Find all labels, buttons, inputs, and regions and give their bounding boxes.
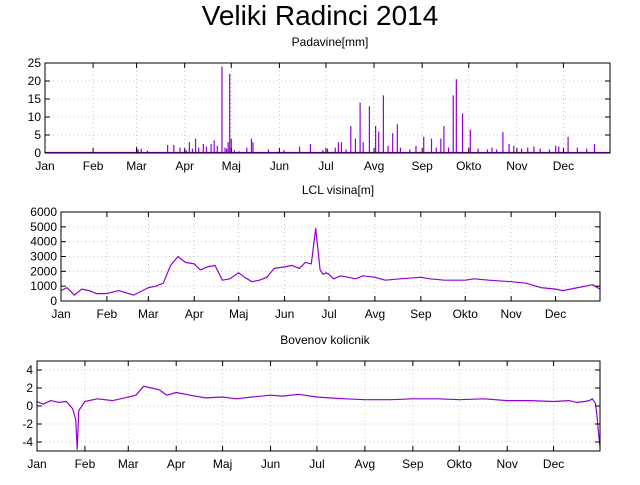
x-tick-label: Jan [51,307,70,321]
x-tick-label: Feb [83,159,104,173]
x-tick-label: Maj [222,159,241,173]
x-tick-label: Nov [500,307,521,321]
x-tick-label: Mar [118,457,139,471]
x-tick-label: Jan [27,457,46,471]
x-tick-label: Jun [275,307,294,321]
x-tick-label: Sep [402,457,424,471]
x-tick-label: Avg [364,159,384,173]
panel-title-precipitation: Padavine[mm] [292,35,369,49]
y-tick-label: -4 [22,435,33,449]
panel-bowen-ratio: Bovenov kolicnik -4 -2 0 2 4 Jan Feb Mar Apr Maj J… [22,333,601,471]
main-title: Veliki Radinci 2014 [202,0,439,31]
x-tick-label: Nov [506,159,527,173]
grid-precipitation [45,63,610,153]
x-tick-label: Feb [75,457,96,471]
x-tick-label: Nov [497,457,518,471]
panel-precipitation: Padavine[mm] 0 5 10 15 20 25 Jan Feb Mar Apr Maj Ju… [28,35,611,173]
x-tick-label: Jul [321,307,336,321]
x-tick-label: Dec [545,307,566,321]
x-tick-label: Maj [229,307,248,321]
y-tick-label: 5 [34,128,41,142]
line-lcl-height [60,227,601,296]
panel-title-lcl-height: LCL visina[m] [302,183,374,197]
y-tick-label: 20 [28,74,42,88]
x-tick-label: Feb [97,307,118,321]
bars-precipitation [45,66,610,154]
y-tick-label: 5000 [30,220,57,234]
line-bowen-ratio [36,385,601,450]
y-tick-label: 2000 [30,264,57,278]
axes-bowen-ratio: -4 -2 0 2 4 Jan Feb Mar Apr Maj Jun Jul Avg Sep Okto No… [22,361,600,471]
axes-precipitation: 0 5 10 15 20 25 Jan Feb Mar Apr Maj Jun Jul Avg Sep Okt… [28,56,610,173]
y-tick-label: 1000 [30,279,57,293]
y-tick-label: 10 [28,110,42,124]
y-tick-label: 0 [34,146,41,160]
x-tick-label: Jul [309,457,324,471]
y-tick-label: 0 [26,399,33,413]
x-tick-label: Apr [185,307,204,321]
x-tick-label: Dec [543,457,564,471]
lcl-height-series-line [60,227,601,296]
y-tick-label: 15 [28,92,42,106]
x-tick-label: Okto [453,307,479,321]
plot-frame-precipitation [44,62,611,154]
y-tick-label: 2 [26,381,33,395]
panel-title-bowen-ratio: Bovenov kolicnik [280,333,370,347]
x-tick-label: Okto [456,159,482,173]
y-tick-label: 0 [50,294,57,308]
x-tick-label: Jan [35,159,54,173]
x-tick-label: Avg [365,307,385,321]
x-tick-label: Sep [412,159,434,173]
y-tick-label: -2 [22,417,33,431]
x-tick-label: Jul [318,159,333,173]
x-tick-label: Jun [270,159,289,173]
x-tick-label: Jun [261,457,280,471]
x-tick-label: Maj [213,457,232,471]
x-tick-label: Apr [167,457,186,471]
bowen-ratio-series-line [36,385,601,450]
grid-bowen-ratio [37,361,600,451]
y-tick-label: 6000 [30,205,57,219]
x-tick-label: Mar [126,159,147,173]
y-tick-label: 3000 [30,250,57,264]
x-tick-label: Apr [175,159,194,173]
y-tick-label: 4000 [30,235,57,249]
x-tick-label: Mar [138,307,159,321]
x-tick-label: Okto [447,457,473,471]
x-tick-label: Sep [410,307,432,321]
x-tick-label: Dec [553,159,574,173]
x-tick-label: Avg [355,457,375,471]
y-tick-label: 25 [28,56,42,70]
grid-lcl-height [61,212,600,301]
y-tick-label: 4 [26,363,33,377]
